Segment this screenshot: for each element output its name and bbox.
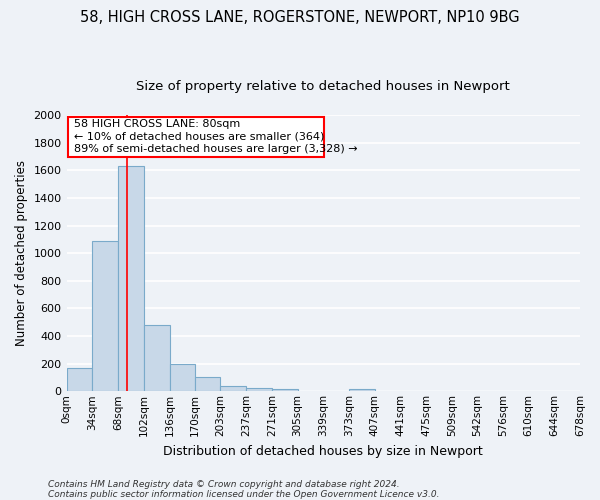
- Text: 58 HIGH CROSS LANE: 80sqm: 58 HIGH CROSS LANE: 80sqm: [74, 120, 241, 130]
- Bar: [170, 364, 195, 392]
- Text: Contains HM Land Registry data © Crown copyright and database right 2024.: Contains HM Land Registry data © Crown c…: [48, 480, 400, 489]
- Text: 89% of semi-detached houses are larger (3,328) →: 89% of semi-detached houses are larger (…: [74, 144, 358, 154]
- Y-axis label: Number of detached properties: Number of detached properties: [15, 160, 28, 346]
- Title: Size of property relative to detached houses in Newport: Size of property relative to detached ho…: [136, 80, 510, 93]
- Text: 58, HIGH CROSS LANE, ROGERSTONE, NEWPORT, NP10 9BG: 58, HIGH CROSS LANE, ROGERSTONE, NEWPORT…: [80, 10, 520, 25]
- Bar: [118, 166, 144, 392]
- Bar: [272, 389, 298, 392]
- Bar: [220, 386, 246, 392]
- Bar: [144, 325, 170, 392]
- Bar: [349, 389, 375, 392]
- Bar: [67, 368, 92, 392]
- Bar: [92, 240, 118, 392]
- Bar: [195, 378, 220, 392]
- FancyBboxPatch shape: [68, 118, 324, 157]
- Text: Contains public sector information licensed under the Open Government Licence v3: Contains public sector information licen…: [48, 490, 439, 499]
- Text: ← 10% of detached houses are smaller (364): ← 10% of detached houses are smaller (36…: [74, 132, 325, 141]
- X-axis label: Distribution of detached houses by size in Newport: Distribution of detached houses by size …: [163, 444, 483, 458]
- Bar: [246, 388, 272, 392]
